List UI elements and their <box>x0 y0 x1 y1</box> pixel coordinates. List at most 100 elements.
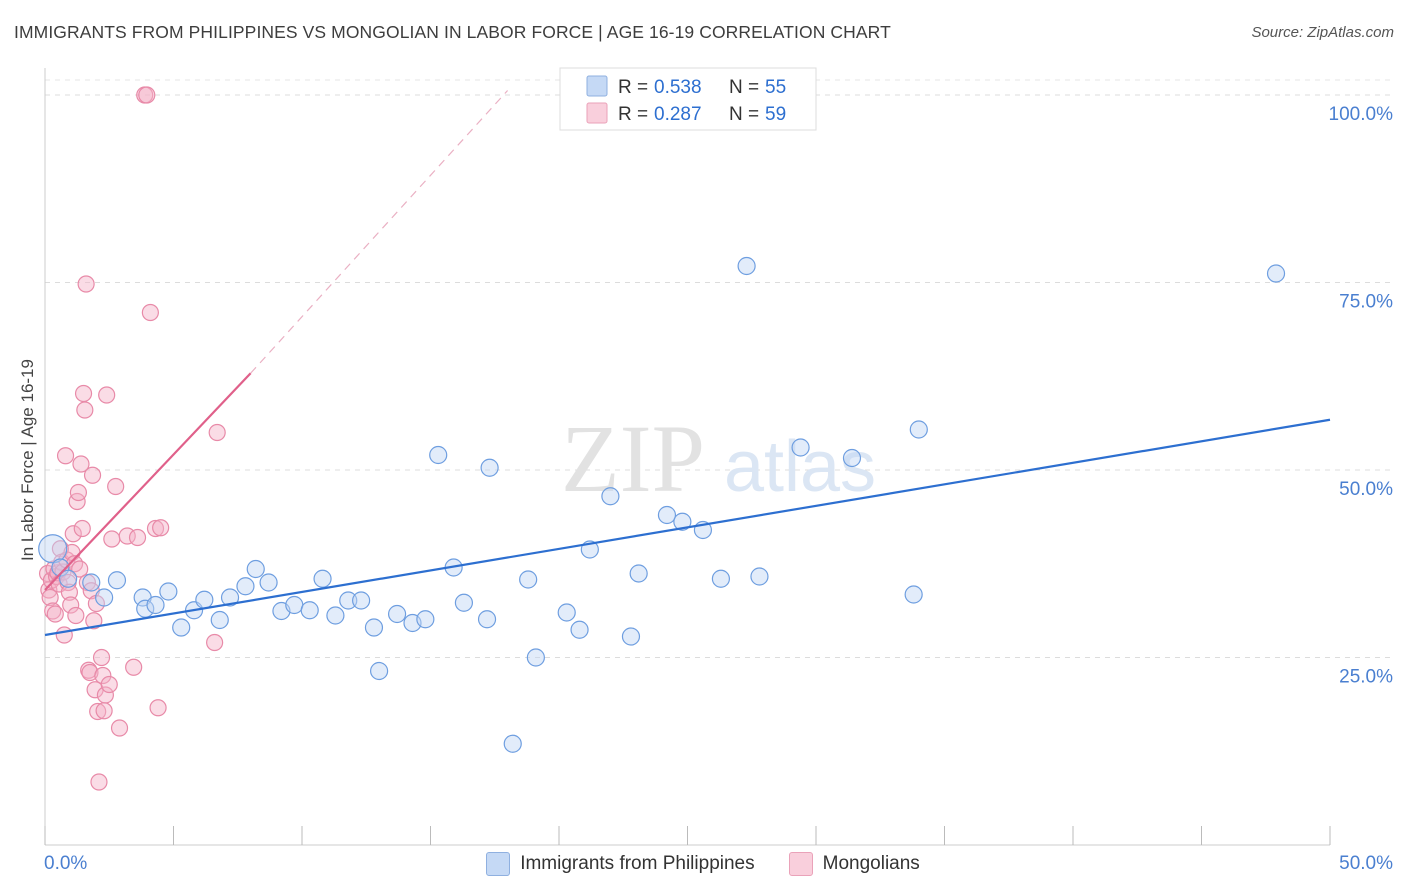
mongolians-point <box>208 423 226 442</box>
philippines-point <box>210 610 229 630</box>
legend-swatch-blue <box>486 852 511 876</box>
philippines-points <box>38 256 1286 753</box>
mongolians-point <box>71 560 89 578</box>
mongolians-point <box>100 675 118 694</box>
philippines-point <box>526 648 545 667</box>
philippines-point <box>791 438 810 457</box>
philippines-point <box>352 591 371 610</box>
philippines-point <box>904 585 923 604</box>
philippines-point <box>842 448 862 468</box>
mongolians-point <box>146 519 165 538</box>
philippines-point <box>370 661 389 681</box>
mongolians-point <box>64 525 82 543</box>
mongolians-point <box>98 386 116 404</box>
legend-label-mongolians: Mongolians <box>822 853 920 874</box>
y-tick-label: 75.0% <box>1339 292 1393 313</box>
mongolians-trendline <box>44 372 252 591</box>
philippines-trendline <box>44 418 1331 637</box>
mongolians-point <box>85 612 103 630</box>
philippines-point <box>59 569 78 588</box>
legend-item-mongolians[interactable]: Mongolians <box>788 852 920 876</box>
mongolians-point <box>60 583 79 601</box>
philippines-point <box>557 603 576 622</box>
philippines-point <box>657 505 677 525</box>
philippines-point <box>95 588 114 607</box>
mongolians-point <box>149 699 167 717</box>
chart-title: IMMIGRANTS FROM PHILIPPINES VS MONGOLIAN… <box>14 22 891 42</box>
y-tick-label: 50.0% <box>1339 479 1393 500</box>
mongolians-point <box>125 658 143 676</box>
trendlines <box>44 90 1331 637</box>
philippines-point <box>172 618 191 637</box>
legend-n-label-mongolians: N = <box>729 104 759 125</box>
axes <box>44 68 1331 846</box>
legend-swatch-mongolians <box>586 102 608 124</box>
legend-n-value-philippines: 55 <box>765 77 786 98</box>
philippines-point <box>737 256 756 276</box>
philippines-point <box>300 601 319 620</box>
mongolians-point <box>46 605 64 623</box>
mongolians-point <box>83 466 102 484</box>
mongolians-point <box>138 86 156 104</box>
philippines-point <box>711 569 731 588</box>
philippines-point <box>503 734 522 753</box>
philippines-point <box>259 573 278 592</box>
philippines-point <box>159 582 178 601</box>
mongolians-point <box>74 384 93 403</box>
mongolians-point <box>95 702 113 720</box>
philippines-point <box>364 618 384 637</box>
philippines-point <box>38 534 68 564</box>
legend-swatch-pink <box>788 852 813 876</box>
mongolians-point <box>69 483 88 502</box>
philippines-point <box>387 604 407 624</box>
mongolians-point <box>76 401 94 419</box>
philippines-point <box>339 591 358 610</box>
philippines-point <box>601 487 620 506</box>
x-tick-labels: 0.0% 50.0% <box>44 853 1393 874</box>
philippines-point <box>454 593 474 612</box>
source-credit: Source: ZipAtlas.com <box>1251 24 1394 41</box>
y-tick-label: 100.0% <box>1329 104 1394 125</box>
mongolians-point <box>152 519 170 537</box>
mongolians-point <box>77 275 95 293</box>
philippines-point <box>220 588 240 607</box>
mongolians-point <box>96 686 114 704</box>
philippines-point <box>285 595 304 615</box>
watermark-zip: ZIP <box>561 405 705 512</box>
philippines-point <box>195 590 214 609</box>
mongolians-point <box>128 528 147 547</box>
mongolians-point <box>62 596 80 614</box>
mongolians-point <box>44 602 62 620</box>
mongolians-point <box>56 447 75 465</box>
philippines-point <box>107 571 127 590</box>
legend-r-label-mongolians: R = <box>618 104 648 125</box>
philippines-point <box>480 458 499 477</box>
mongolians-points <box>38 86 226 791</box>
mongolians-point <box>73 519 91 538</box>
philippines-point <box>82 573 101 592</box>
philippines-point <box>1266 264 1286 283</box>
legend-item-philippines[interactable]: Immigrants from Philippines <box>486 852 755 876</box>
philippines-point <box>909 420 928 439</box>
legend-r-value-philippines: 0.538 <box>654 77 702 98</box>
philippines-point <box>629 564 648 583</box>
philippines-point <box>673 512 692 531</box>
legend-r-label-philippines: R = <box>618 77 648 98</box>
mongolians-point <box>55 626 73 644</box>
philippines-point <box>621 627 641 646</box>
mongolians-point <box>94 666 112 685</box>
mongolians-point <box>103 530 121 548</box>
philippines-point <box>570 620 589 639</box>
philippines-point <box>146 595 165 615</box>
philippines-point <box>246 559 265 579</box>
mongolians-point <box>206 633 224 652</box>
legend-n-label-philippines: N = <box>729 77 759 98</box>
philippines-point <box>416 610 435 629</box>
philippines-point <box>477 610 497 629</box>
correlation-legend: R = 0.538 N = 55 R = 0.287 N = 59 <box>559 67 817 131</box>
legend-r-value-mongolians: 0.287 <box>654 104 702 125</box>
mongolians-trendline-extension <box>250 90 509 374</box>
mongolians-point <box>90 773 108 791</box>
mongolians-point <box>65 555 84 573</box>
